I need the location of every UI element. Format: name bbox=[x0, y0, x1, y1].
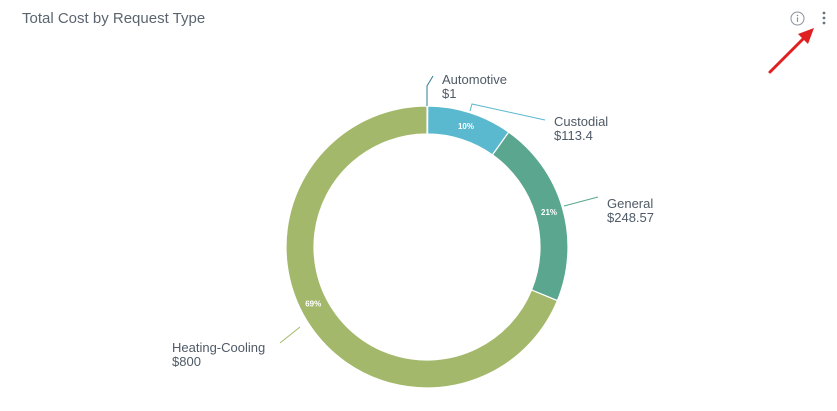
category-label: Custodial bbox=[554, 114, 608, 129]
percent-label: 10% bbox=[458, 122, 474, 131]
leader-line bbox=[426, 75, 434, 106]
value-label: $800 bbox=[172, 354, 201, 369]
value-label: $248.57 bbox=[607, 210, 654, 225]
percent-label: 69% bbox=[305, 299, 321, 308]
percent-label: 21% bbox=[541, 208, 557, 217]
category-label: Heating-Cooling bbox=[172, 340, 265, 355]
info-circle-icon[interactable] bbox=[790, 11, 805, 26]
vertical-ellipsis-icon[interactable] bbox=[817, 8, 831, 28]
leader-line bbox=[279, 326, 301, 344]
chart-title: Total Cost by Request Type bbox=[22, 10, 206, 27]
category-label: Automotive bbox=[442, 72, 507, 87]
value-label: $113.4 bbox=[554, 128, 593, 143]
leader-line bbox=[563, 196, 599, 207]
red-arrow-annotation bbox=[768, 28, 814, 74]
category-label: General bbox=[607, 196, 653, 211]
leader-line bbox=[469, 103, 546, 121]
slice-heating-cooling[interactable] bbox=[285, 105, 559, 389]
value-label: $1 bbox=[442, 86, 456, 101]
